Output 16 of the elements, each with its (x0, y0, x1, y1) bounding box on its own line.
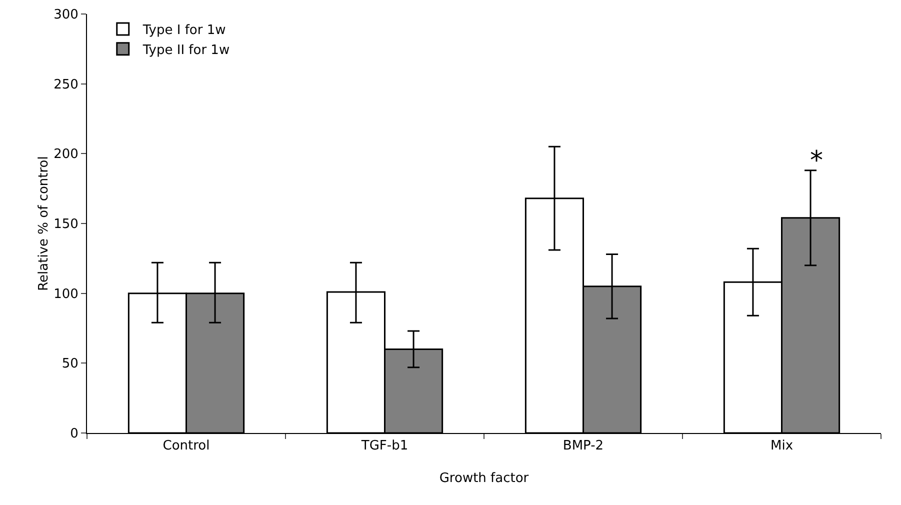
x-tick-label: TGF-b1 (360, 438, 408, 454)
y-tick-label: 0 (70, 426, 78, 442)
legend-label: Type II for 1w (142, 42, 230, 58)
y-tick-label: 250 (54, 77, 78, 92)
y-tick-label: 50 (62, 356, 78, 372)
annotation: * (810, 146, 823, 176)
y-axis-title: Relative % of control (36, 156, 52, 291)
x-tick-label: Control (162, 438, 210, 454)
legend-label: Type I for 1w (142, 23, 226, 38)
y-tick-label: 100 (54, 286, 78, 302)
y-tick-label: 200 (54, 147, 78, 162)
x-axis-title: Growth factor (439, 471, 530, 486)
y-tick-label: 150 (54, 217, 78, 232)
x-tick-label: Mix (770, 438, 794, 454)
y-tick-label: 300 (54, 8, 78, 23)
x-tick-label: BMP-2 (562, 438, 604, 454)
